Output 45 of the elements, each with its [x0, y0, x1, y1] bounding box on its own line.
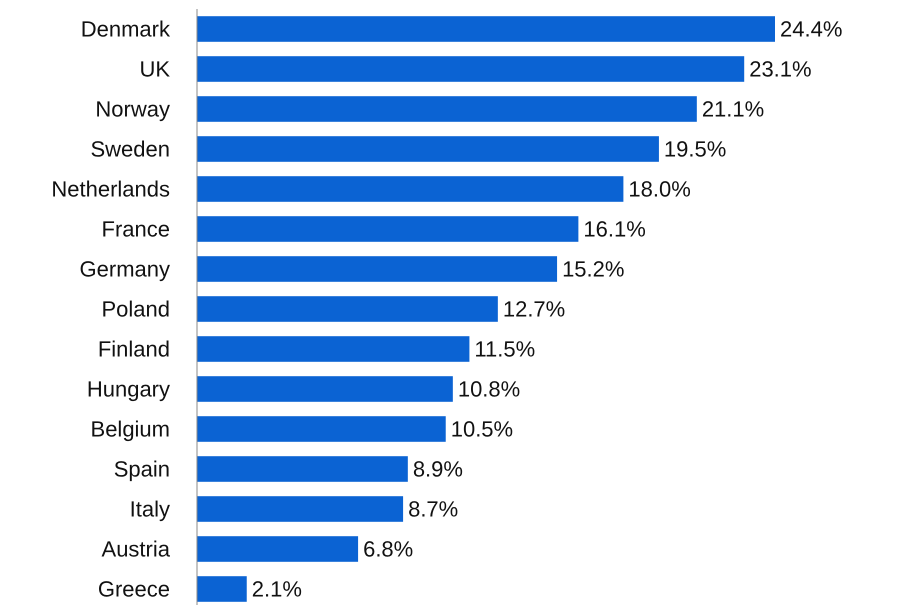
bar — [197, 536, 358, 562]
bar — [197, 16, 775, 42]
bar — [197, 136, 659, 162]
y-tick-label: Hungary — [86, 376, 170, 402]
bar — [197, 176, 624, 202]
bar — [197, 576, 247, 602]
bar — [197, 56, 744, 82]
bar — [197, 256, 558, 282]
y-tick-label: Netherlands — [51, 176, 170, 202]
data-label: 6.8% — [363, 536, 414, 562]
y-tick-label: Sweden — [90, 136, 170, 162]
y-tick-label: Germany — [80, 256, 170, 282]
y-tick-label: Poland — [101, 296, 170, 322]
data-label: 10.8% — [458, 376, 520, 402]
data-label: 23.1% — [749, 56, 812, 82]
bar — [197, 456, 408, 482]
bar — [197, 416, 446, 442]
bar — [197, 336, 470, 362]
y-tick-label: Austria — [102, 536, 171, 562]
y-tick-label: Denmark — [80, 16, 171, 42]
bar — [197, 96, 697, 122]
y-tick-label: Italy — [130, 496, 170, 522]
data-label: 24.4% — [780, 16, 842, 42]
data-label: 16.1% — [583, 216, 646, 242]
data-label: 19.5% — [664, 136, 726, 162]
data-label: 11.5% — [474, 336, 536, 362]
y-tick-label: Greece — [98, 576, 170, 602]
y-tick-label: Spain — [114, 456, 170, 482]
bar — [197, 376, 453, 402]
data-label: 15.2% — [562, 256, 624, 282]
bar — [197, 496, 404, 522]
data-label: 18.0% — [628, 176, 691, 202]
data-label: 12.7% — [502, 296, 566, 322]
data-label: 8.9% — [412, 456, 463, 482]
data-label: 21.1% — [702, 96, 764, 122]
bar — [197, 296, 498, 322]
y-tick-label: UK — [139, 56, 170, 82]
y-tick-label: Finland — [98, 336, 170, 362]
data-label: 10.5% — [450, 416, 514, 442]
y-tick-label: France — [102, 216, 170, 242]
bar — [197, 216, 578, 242]
data-label: 2.1% — [252, 576, 302, 602]
y-tick-label: Norway — [95, 96, 170, 122]
data-label: 8.7% — [408, 496, 458, 522]
y-tick-label: Belgium — [90, 416, 170, 442]
